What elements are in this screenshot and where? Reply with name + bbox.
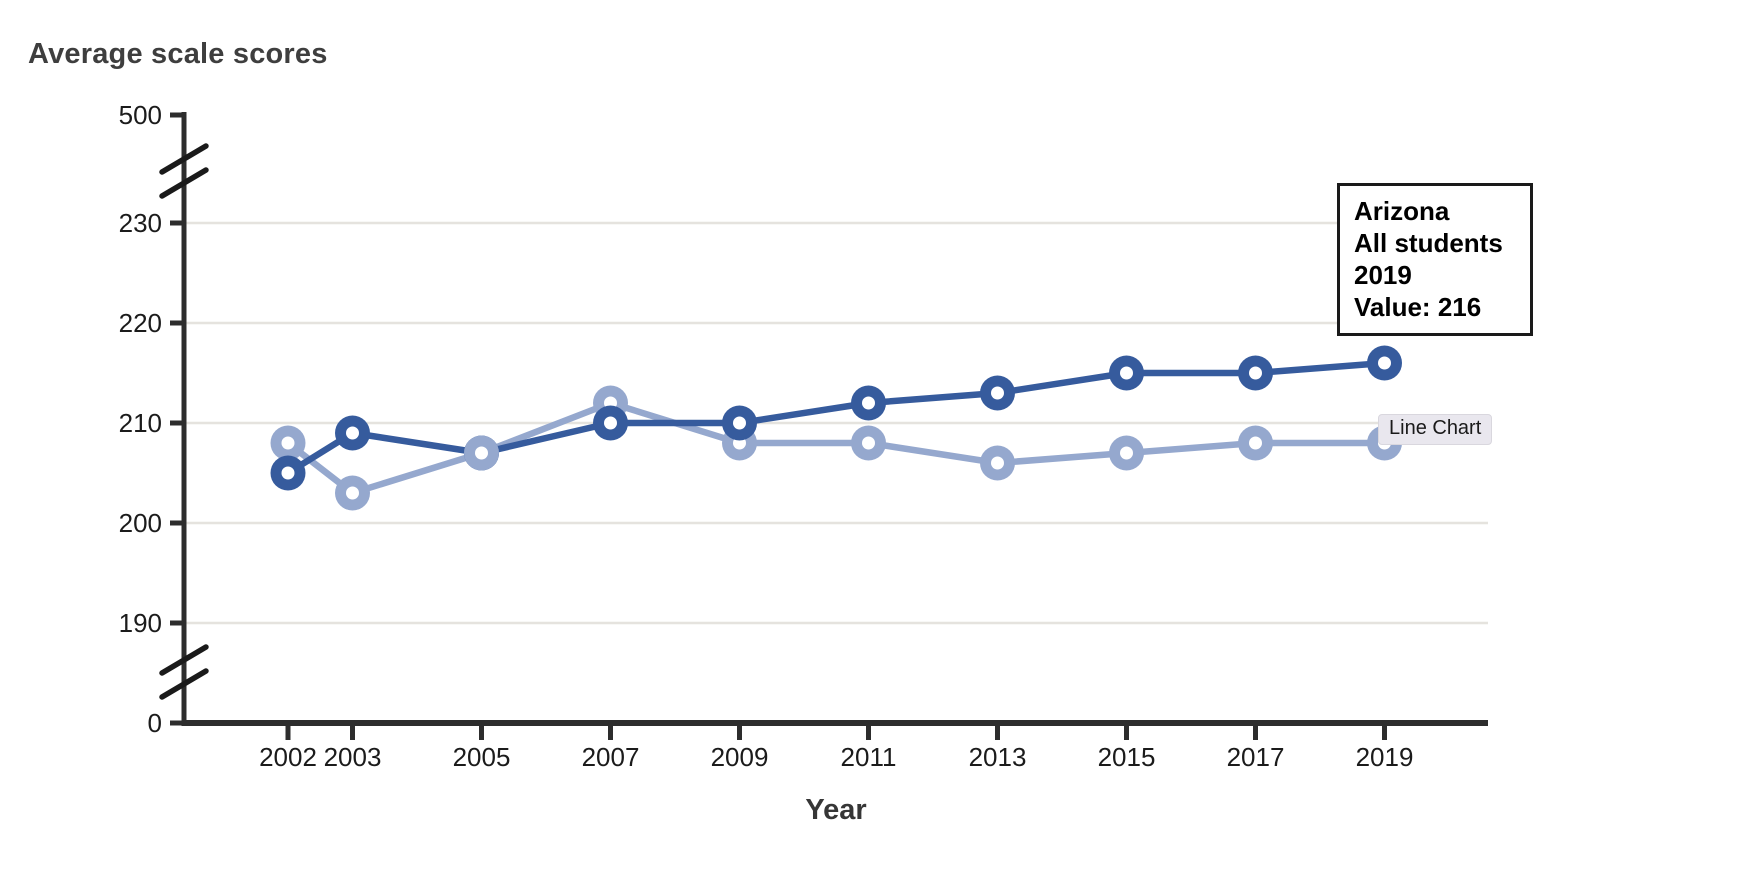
data-point-marker-hole bbox=[1249, 436, 1262, 450]
tooltip-year: 2019 bbox=[1354, 260, 1412, 290]
data-point-marker-hole bbox=[991, 456, 1004, 470]
y-axis-break-mark bbox=[159, 644, 209, 676]
tooltip-value: Value: 216 bbox=[1354, 292, 1482, 322]
y-tick-label: 220 bbox=[119, 308, 162, 338]
data-point-marker-hole bbox=[862, 436, 875, 450]
x-tick-label: 2011 bbox=[841, 742, 897, 772]
y-axis-break-mark bbox=[159, 167, 209, 199]
data-point-marker-hole bbox=[1378, 356, 1391, 370]
y-tick-label: 0 bbox=[148, 708, 162, 738]
series-line-comparison-light-line bbox=[284, 399, 1388, 497]
data-point-marker-hole bbox=[991, 386, 1004, 400]
y-axis-break-mark bbox=[159, 143, 209, 175]
x-tick-label: 2002 bbox=[259, 742, 317, 772]
data-point-marker-hole bbox=[281, 436, 295, 450]
series-line-focal-dark-line bbox=[284, 359, 1388, 477]
x-tick-label: 2007 bbox=[582, 742, 640, 772]
y-tick-label: 500 bbox=[119, 100, 162, 130]
data-point-marker-hole bbox=[281, 466, 295, 480]
x-tick-label: 2005 bbox=[453, 742, 511, 772]
y-tick-label: 230 bbox=[119, 208, 162, 238]
data-point-marker-hole bbox=[733, 416, 746, 430]
x-tick-label: 2013 bbox=[969, 742, 1027, 772]
x-tick-label: 2019 bbox=[1356, 742, 1414, 772]
x-tick-label: 2003 bbox=[324, 742, 382, 772]
x-tick-label: 2017 bbox=[1227, 742, 1285, 772]
data-point-marker-hole bbox=[346, 426, 359, 440]
y-tick-label: 210 bbox=[119, 408, 162, 438]
tooltip-group: All students bbox=[1354, 228, 1503, 258]
x-axis-title: Year bbox=[805, 794, 867, 826]
data-point-marker-hole bbox=[862, 396, 875, 410]
x-tick-label: 2009 bbox=[711, 742, 769, 772]
data-point-marker-hole bbox=[1249, 366, 1262, 380]
tooltip-jurisdiction: Arizona bbox=[1354, 196, 1450, 226]
y-tick-label: 200 bbox=[119, 508, 162, 538]
line-chart-cursor-badge: Line Chart bbox=[1378, 414, 1493, 445]
data-point-marker-hole bbox=[1120, 366, 1133, 380]
data-point-marker-hole bbox=[1120, 446, 1133, 460]
x-tick-label: 2015 bbox=[1098, 742, 1156, 772]
y-axis-break-mark bbox=[159, 668, 209, 700]
data-point-tooltip: Arizona All students 2019 Value: 216 bbox=[1337, 183, 1533, 336]
data-point-marker-hole bbox=[475, 446, 488, 460]
y-tick-label: 190 bbox=[119, 608, 162, 638]
chart-title: Average scale scores bbox=[28, 38, 328, 70]
data-point-marker-hole bbox=[604, 416, 617, 430]
data-point-marker-hole bbox=[346, 486, 359, 500]
